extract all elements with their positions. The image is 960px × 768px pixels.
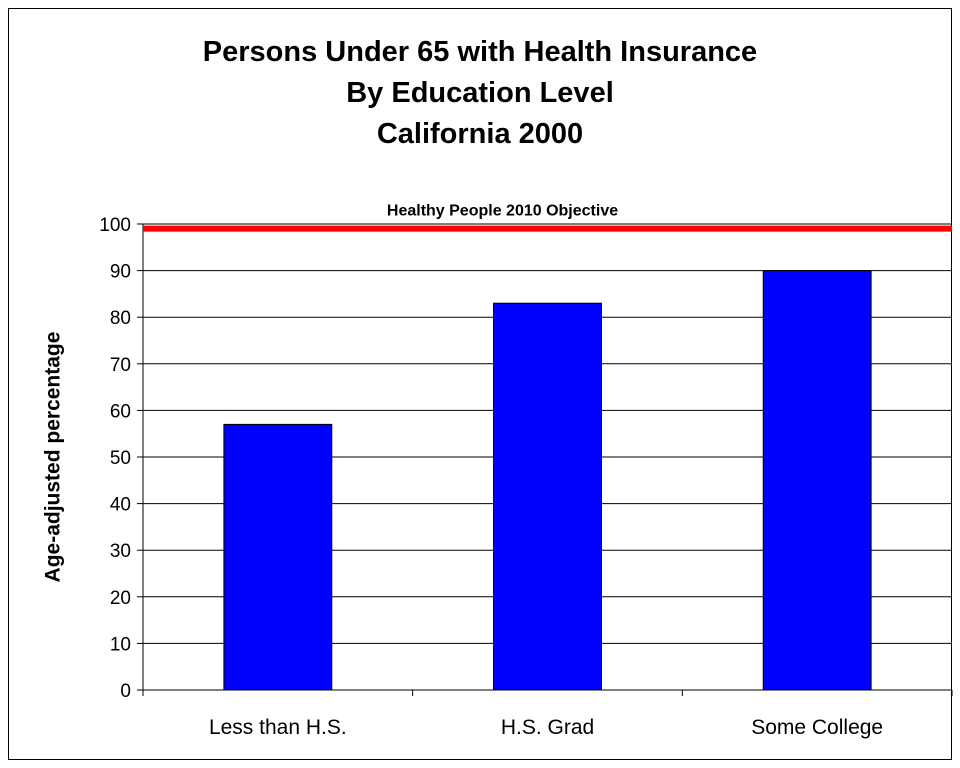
chart-title-line-3: California 2000 (376, 118, 584, 150)
bar (493, 302, 602, 691)
y-tick-label: 100 (99, 215, 131, 236)
y-tick-label: 10 (110, 634, 131, 655)
y-tick-label: 70 (110, 355, 131, 376)
chart-title-line-2: By Education Level (346, 77, 614, 109)
x-tick-label: Less than H.S. (209, 716, 347, 739)
x-tick-label: Some College (751, 716, 883, 739)
bar (223, 423, 333, 691)
y-axis-label: Age-adjusted percentage (41, 332, 64, 583)
y-tick-label: 50 (110, 448, 131, 469)
reference-line-label: Healthy People 2010 Objective (387, 203, 618, 220)
y-tick-label: 90 (110, 262, 131, 283)
reference-line-group: Healthy People 2010 Objective (143, 203, 952, 232)
x-tick-label: H.S. Grad (501, 716, 594, 739)
bars (223, 270, 872, 691)
bar (762, 270, 872, 691)
y-tick-label: 30 (110, 541, 131, 562)
chart-title: Persons Under 65 with Health Insurance B… (0, 32, 960, 155)
y-tick-label: 20 (110, 588, 131, 609)
y-tick-label: 80 (110, 308, 131, 329)
y-tick-label: 0 (120, 681, 131, 702)
y-tick-label: 60 (110, 401, 131, 422)
axes: 0 10 20 30 40 50 60 70 80 90 100 Less than H.S. H.S.… (99, 215, 953, 739)
y-tick-label: 40 (110, 495, 131, 516)
chart-title-line-1: Persons Under 65 with Health Insurance (202, 36, 758, 68)
